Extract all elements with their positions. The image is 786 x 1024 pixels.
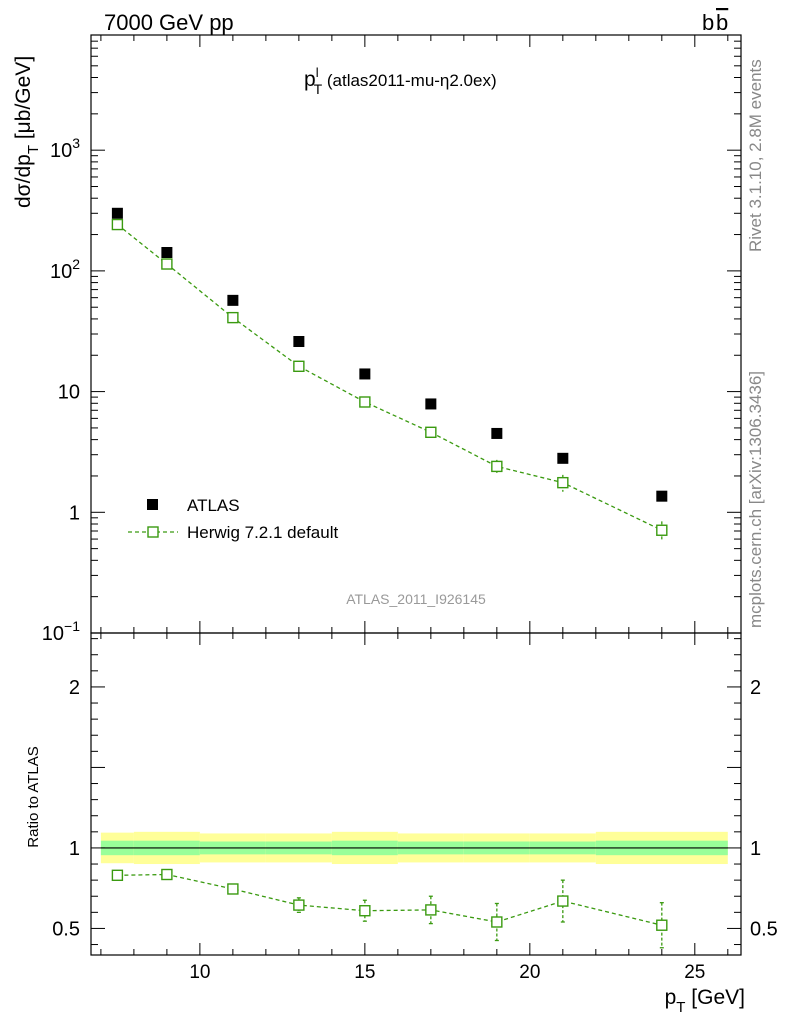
main-title: pl T (atlas2011-mu-η2.0ex) bbox=[304, 65, 497, 97]
atlas-data-point bbox=[161, 247, 173, 259]
atlas-data-point bbox=[425, 398, 437, 410]
main-y-tick-label: 10−1 bbox=[42, 618, 80, 645]
ratio-frame bbox=[90, 632, 742, 956]
x-axis-label-post: [GeV] bbox=[685, 986, 745, 1009]
analysis-watermark: ATLAS_2011_I926145 bbox=[346, 591, 486, 607]
x-tick-label: 15 bbox=[354, 962, 375, 983]
herwig-data-point bbox=[293, 360, 305, 373]
mcplots-citation-label: mcplots.cern.ch [arXiv:1306.3436] bbox=[746, 371, 765, 628]
main-title-symbol: p bbox=[304, 68, 316, 91]
ratio-axis-ticks bbox=[91, 633, 741, 955]
ratio-series-layer bbox=[111, 868, 668, 949]
ratio-y-tick-label-right: 1 bbox=[750, 838, 761, 860]
herwig-data-point bbox=[491, 460, 503, 473]
main-y-tick-label: 103 bbox=[50, 135, 80, 162]
atlas-data-point bbox=[111, 207, 123, 219]
header-energy-label: 7000 GeV pp bbox=[104, 10, 234, 35]
x-tick-label: 25 bbox=[684, 962, 705, 983]
main-series-layer bbox=[111, 207, 668, 541]
x-axis-label: pT [GeV] bbox=[665, 986, 745, 1016]
atlas-data-point bbox=[227, 294, 239, 306]
main-y-tick-label: 102 bbox=[50, 256, 80, 283]
main-title-superscript: l bbox=[316, 65, 319, 80]
herwig-data-point bbox=[359, 396, 371, 408]
x-tick-label: 20 bbox=[519, 962, 540, 983]
main-axis-ticks bbox=[91, 34, 741, 634]
herwig-data-point bbox=[227, 311, 239, 324]
ratio-data-point bbox=[111, 869, 124, 882]
atlas-data-point bbox=[656, 490, 668, 502]
ratio-y-tick-label: 0.5 bbox=[52, 918, 80, 940]
main-y-tick-label: 1 bbox=[69, 502, 80, 524]
main-y-axis-label: dσ/dpT [μb/GeV] bbox=[12, 56, 42, 208]
main-y-tick-labels: 10−1 1 10 102 103 bbox=[42, 135, 80, 645]
ratio-y-tick-label: 2 bbox=[69, 677, 80, 699]
ratio-data-point bbox=[557, 895, 569, 907]
ratio-y-tick-label: 1 bbox=[69, 838, 80, 860]
header-process-bbar: b bbox=[716, 10, 728, 35]
ratio-data-point bbox=[359, 905, 371, 917]
legend-herwig-label: Herwig 7.2.1 default bbox=[187, 523, 338, 542]
rivet-version-label: Rivet 3.1.10, 2.8M events bbox=[746, 59, 765, 252]
legend: ATLAS Herwig 7.2.1 default bbox=[128, 496, 338, 542]
ratio-y-axis-label: Ratio to ATLAS bbox=[25, 746, 42, 847]
ratio-y-tick-label-right: 2 bbox=[750, 677, 761, 699]
ratio-panel: 0.5 0.5 1 1 2 2 10 15 20 25 Ratio to ATLAS pT [G… bbox=[25, 632, 778, 1016]
atlas-data-point bbox=[491, 427, 503, 439]
ratio-y-tick-labels: 0.5 0.5 1 1 2 2 bbox=[52, 677, 778, 941]
legend-atlas-label: ATLAS bbox=[187, 496, 240, 515]
main-y-axis-label-pre: dσ/dp bbox=[12, 154, 35, 208]
x-axis-label-pre: p bbox=[665, 986, 677, 1009]
main-y-tick-label: 10 bbox=[58, 382, 80, 404]
ratio-data-point bbox=[425, 904, 437, 916]
main-y-axis-label-sub: T bbox=[25, 145, 42, 154]
ratio-data-point bbox=[293, 899, 305, 911]
herwig-data-point bbox=[656, 524, 668, 536]
x-axis-label-sub: T bbox=[676, 999, 685, 1016]
header-process-b: b bbox=[702, 10, 714, 35]
herwig-data-point bbox=[161, 258, 173, 270]
ratio-data-point bbox=[491, 916, 503, 928]
atlas-data-point bbox=[557, 452, 569, 464]
atlas-data-point bbox=[359, 368, 371, 380]
main-y-axis-label-post: [μb/GeV] bbox=[12, 56, 35, 145]
herwig-data-point bbox=[425, 426, 437, 438]
herwig-data-point bbox=[557, 476, 569, 489]
ratio-data-point bbox=[656, 919, 668, 931]
herwig-data-point bbox=[111, 218, 124, 231]
ratio-data-point bbox=[161, 868, 173, 881]
ratio-data-point bbox=[227, 883, 239, 895]
legend-atlas-marker bbox=[147, 499, 158, 510]
main-title-subscript: T bbox=[314, 81, 323, 97]
ratio-x-tick-labels: 10 15 20 25 bbox=[189, 962, 705, 983]
ratio-herwig-line bbox=[117, 873, 662, 926]
ratio-y-tick-label-right: 0.5 bbox=[750, 918, 778, 940]
x-tick-label: 10 bbox=[189, 962, 210, 983]
herwig-line bbox=[116, 224, 663, 531]
main-frame bbox=[90, 34, 742, 634]
legend-herwig-marker bbox=[147, 526, 159, 538]
main-title-suffix: (atlas2011-mu-η2.0ex) bbox=[322, 71, 497, 90]
atlas-data-point bbox=[293, 336, 305, 348]
